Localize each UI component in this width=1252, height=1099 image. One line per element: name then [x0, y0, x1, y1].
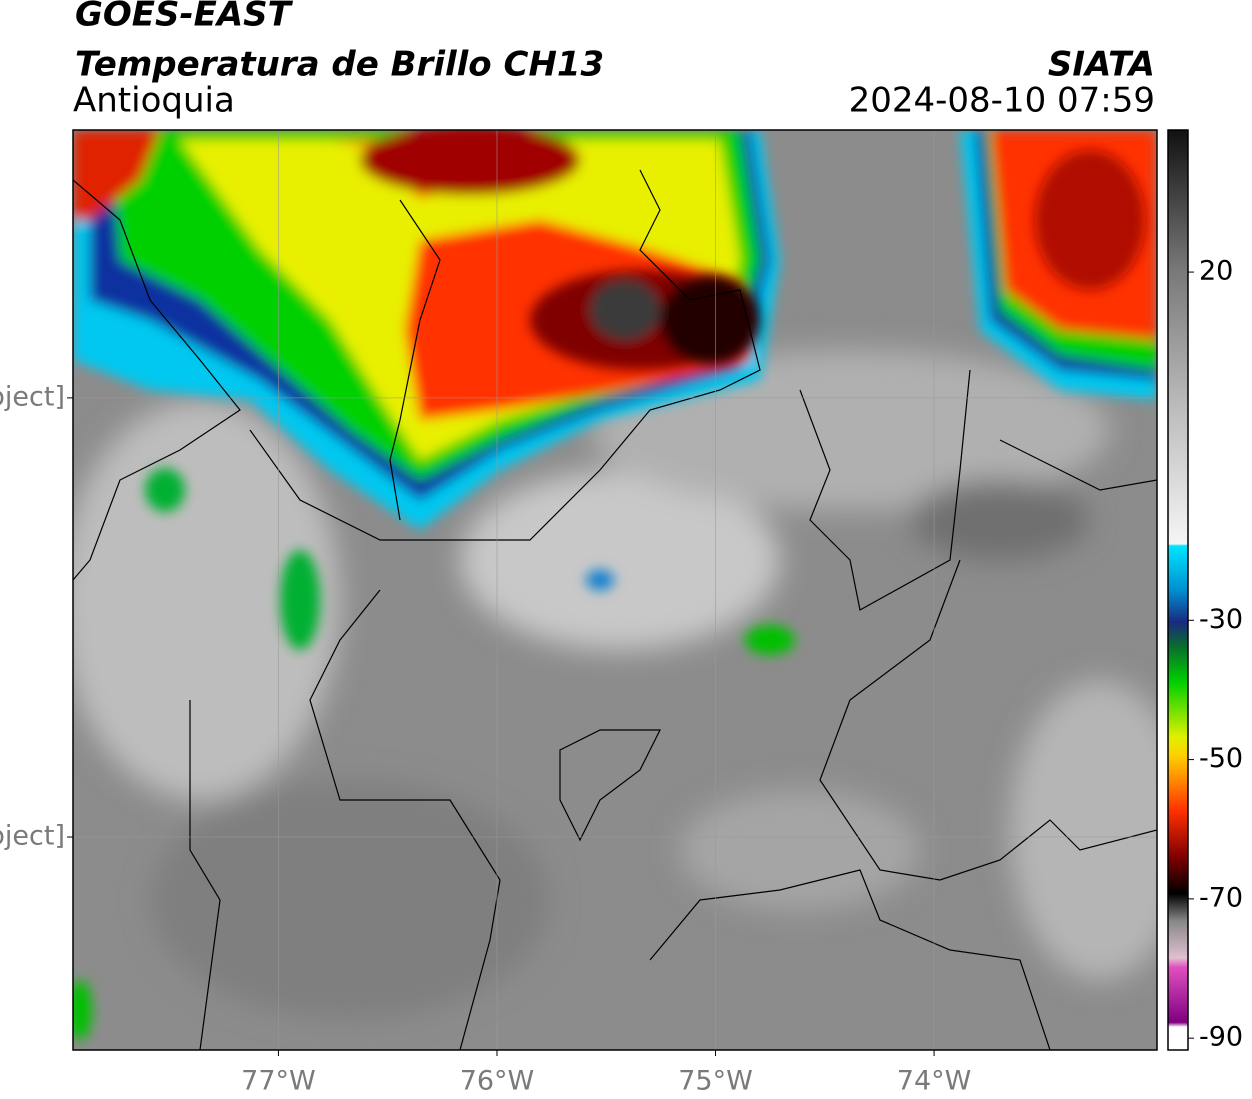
colorbar-tick-label: -50 [1199, 743, 1243, 774]
subtitle: Temperatura de Brillo CH13 [75, 45, 604, 85]
x-tick-label: 76°W [460, 1066, 535, 1097]
map-frame [72, 129, 1158, 1051]
imagery [73, 130, 1157, 1050]
colorbar-tick-label: -90 [1199, 1022, 1243, 1053]
x-tick-label: 77°W [241, 1066, 316, 1097]
colorbar-tick-label: 20 [1199, 256, 1233, 287]
datetime: 2024-08-10 07:59 [849, 81, 1155, 121]
x-tick-label: 74°W [897, 1066, 972, 1097]
colorbar [1167, 129, 1189, 1051]
source: SIATA [1048, 45, 1155, 85]
region: Antioquia [73, 81, 235, 121]
x-tick-label: 75°W [678, 1066, 753, 1097]
title: GOES-EAST [75, 0, 294, 35]
colorbar-tick-label: -70 [1199, 882, 1243, 913]
colorbar-tick-label: -30 [1199, 604, 1243, 635]
y-tick-label: [object Object] [0, 381, 65, 412]
y-tick-label: [object Object] [0, 821, 65, 852]
